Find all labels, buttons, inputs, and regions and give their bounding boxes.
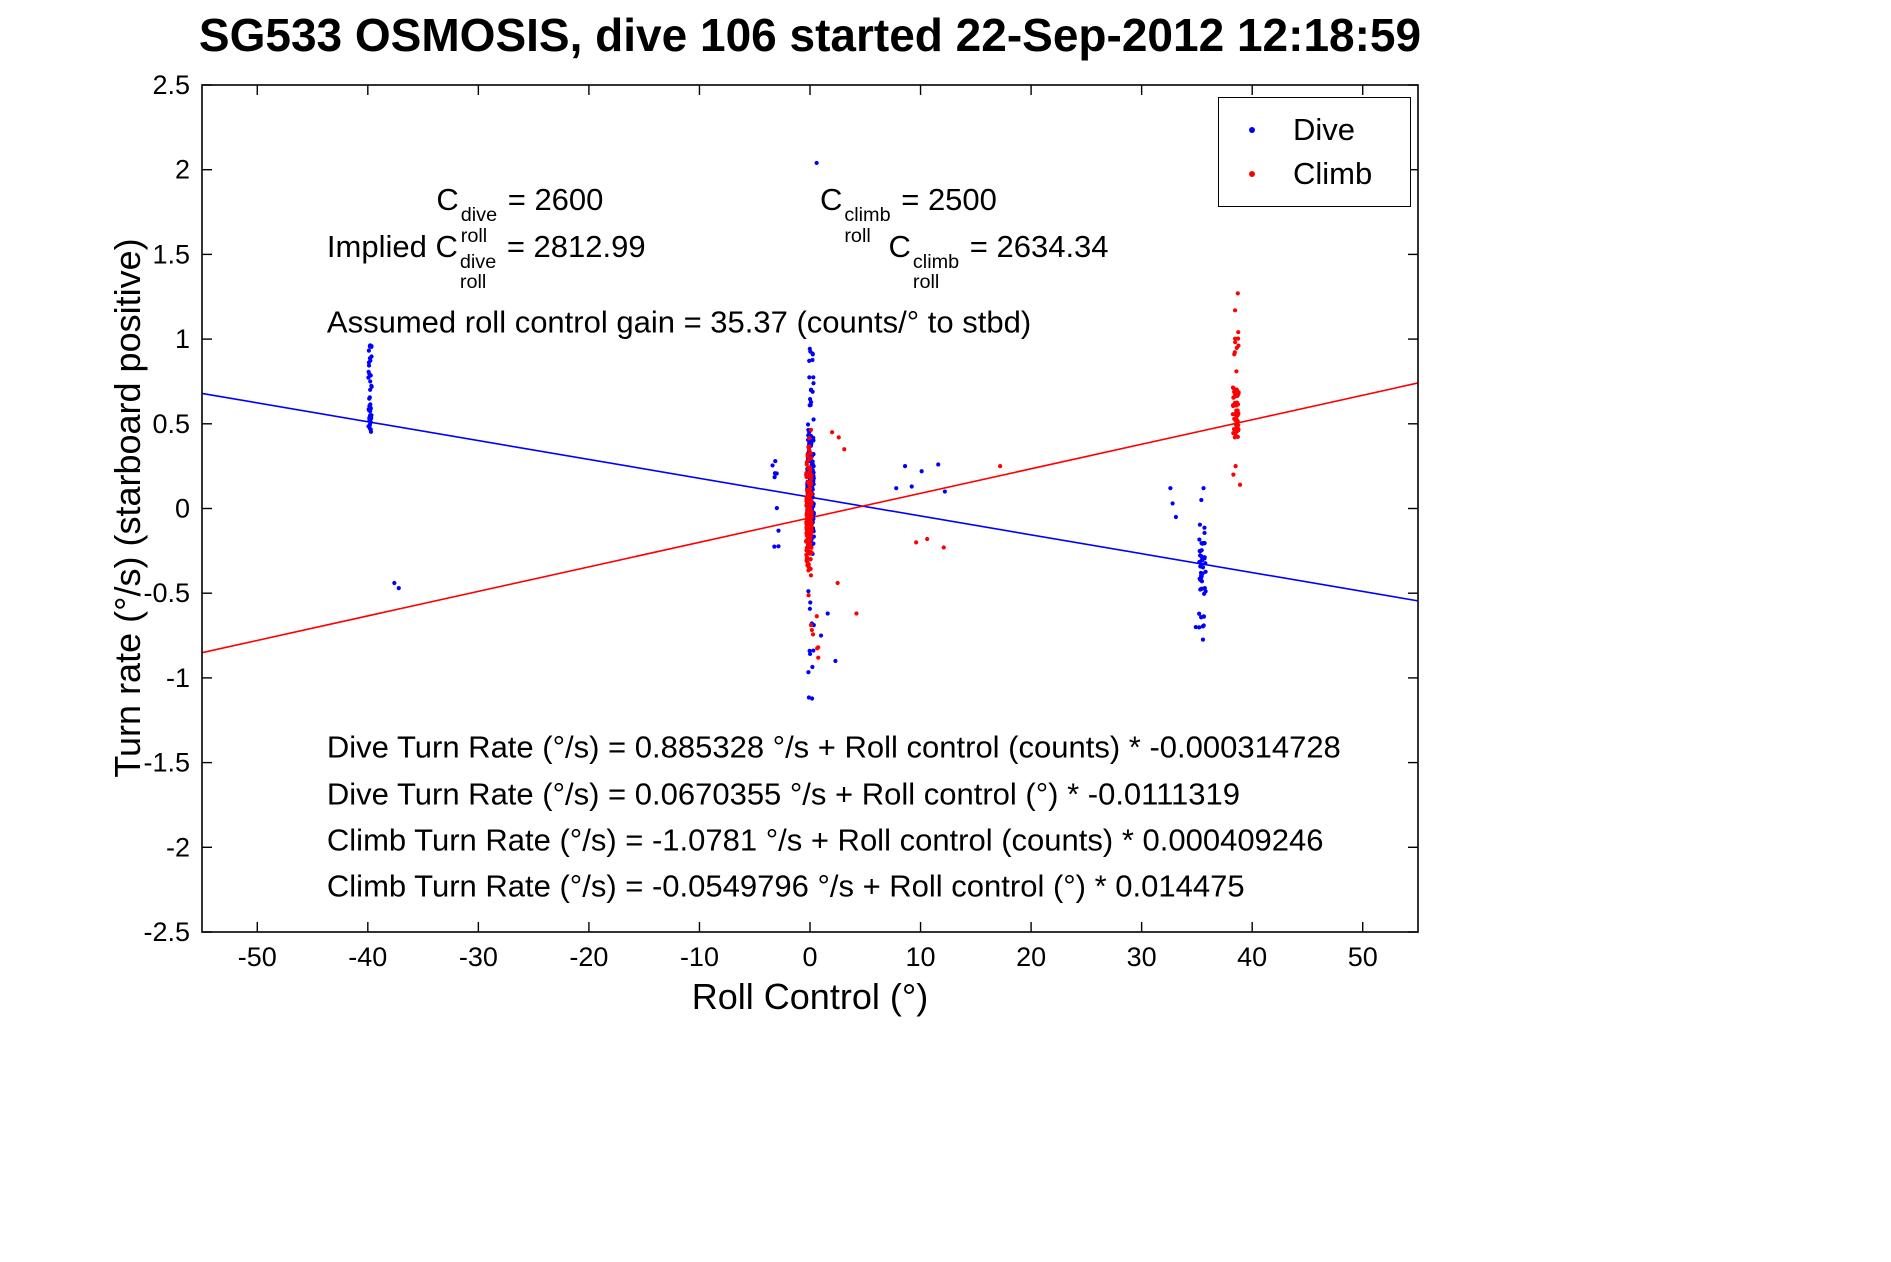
x-tick-label: -40: [348, 942, 387, 972]
x-tick-label: -30: [459, 942, 498, 972]
x-tick-label: -10: [680, 942, 719, 972]
y-tick-label: 1: [175, 324, 190, 354]
y-tick-label: 1.5: [152, 239, 190, 269]
x-tick-label: 30: [1127, 942, 1157, 972]
y-tick-label: 0: [175, 494, 190, 524]
axes: -50 -40 -30 -20 -10 0 10 20 30 40 50 2.5 2 1.5 1 0.5 0 -0…: [143, 70, 1419, 972]
y-tick-label: 0.5: [152, 409, 190, 439]
y-tick-label: -0.5: [143, 578, 190, 608]
x-tick-label: -20: [569, 942, 608, 972]
dive-marker-icon: [1249, 127, 1255, 133]
legend-entry-climb: Climb: [1219, 152, 1410, 196]
y-tick-label: -2: [166, 832, 190, 862]
chart-title: SG533 OSMOSIS, dive 106 started 22-Sep-2…: [198, 9, 1422, 61]
y-tick-label: -2.5: [143, 917, 190, 947]
x-tick-label: 0: [802, 942, 817, 972]
legend: Dive Climb: [1218, 97, 1411, 207]
y-tick-label: -1.5: [143, 748, 190, 778]
climb-marker-icon: [1249, 171, 1255, 177]
legend-entry-dive: Dive: [1219, 108, 1410, 152]
y-tick-label: 2.5: [152, 70, 190, 100]
x-tick-label: -50: [238, 942, 277, 972]
x-tick-label: 20: [1016, 942, 1046, 972]
scatter-points: [366, 160, 1243, 701]
legend-label-dive: Dive: [1293, 112, 1356, 147]
x-axis-label: Roll Control (°): [691, 976, 929, 1017]
x-tick-label: 50: [1348, 942, 1378, 972]
x-tick-label: 40: [1237, 942, 1267, 972]
x-tick-label: 10: [906, 942, 936, 972]
y-tick-label: 2: [175, 155, 190, 185]
y-axis-label: Turn rate (°/s) (starboard positive): [107, 238, 148, 778]
y-tick-label: -1: [166, 663, 190, 693]
legend-label-climb: Climb: [1293, 156, 1373, 191]
